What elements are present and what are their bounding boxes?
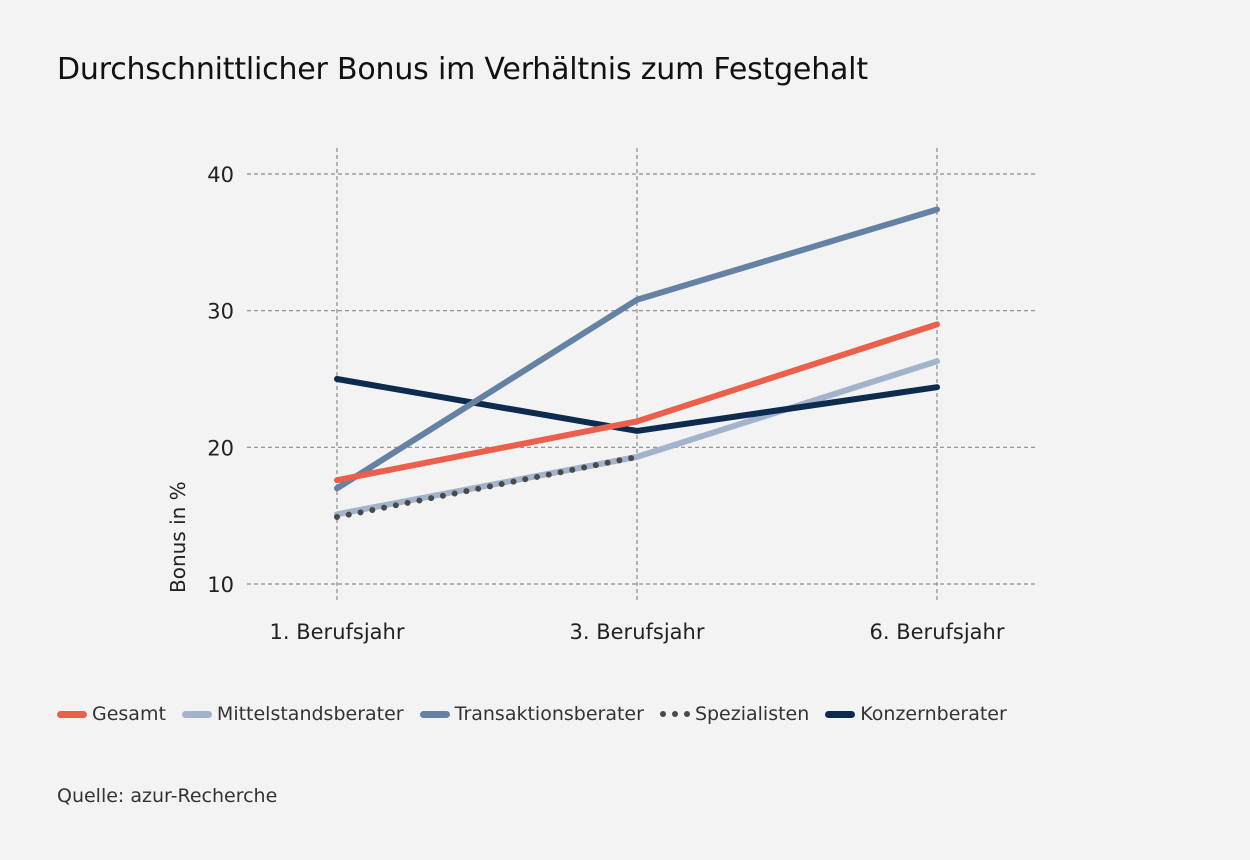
chart-title: Durchschnittlicher Bonus im Verhältnis z… (57, 52, 868, 87)
legend-swatch-icon (419, 710, 450, 718)
legend-swatch-icon (825, 710, 856, 718)
y-axis-label: Bonus in % (166, 481, 190, 593)
y-axis-ticks: 10 20 30 40 (207, 163, 234, 597)
x-tick-label: 1. Berufsjahr (270, 620, 405, 644)
legend-item-spezialisten: Spezialisten (659, 703, 810, 725)
legend-label: Transaktionsberater (454, 703, 644, 725)
legend-label: Gesamt (92, 703, 166, 725)
legend-swatch-icon (57, 710, 87, 718)
legend-item-transaktionsberater: Transaktionsberater (419, 703, 644, 725)
series-line-transaktionsberater (334, 206, 940, 492)
series-lines (334, 206, 940, 521)
series-line-spezialisten (334, 453, 640, 521)
legend-label: Mittelstandsberater (216, 703, 404, 725)
legend-item-mittelstandsberater: Mittelstandsberater (181, 703, 404, 725)
y-tick-label: 30 (207, 300, 234, 324)
legend-swatch-icon (181, 710, 212, 718)
gridlines (247, 148, 1035, 600)
y-tick-label: 10 (207, 573, 234, 597)
source-note: Quelle: azur-Recherche (57, 785, 278, 807)
legend-label: Konzernberater (860, 703, 1007, 725)
x-tick-label: 6. Berufsjahr (870, 620, 1005, 644)
legend-item-konzernberater: Konzernberater (825, 703, 1007, 725)
line-chart: 10 20 30 40 1. Berufsjahr 3. Berufsjahr 6. Be… (166, 148, 1035, 644)
y-tick-label: 20 (207, 436, 234, 460)
legend-dots-icon (659, 711, 690, 717)
x-tick-label: 3. Berufsjahr (570, 620, 705, 644)
legend-label: Spezialisten (694, 703, 810, 725)
legend-item-gesamt: Gesamt (57, 703, 166, 725)
legend: Gesamt Mittelstandsberater Transaktionsber… (57, 703, 1023, 725)
y-tick-label: 40 (207, 163, 234, 187)
x-axis-ticks: 1. Berufsjahr 3. Berufsjahr 6. Berufsjahr (270, 620, 1005, 644)
